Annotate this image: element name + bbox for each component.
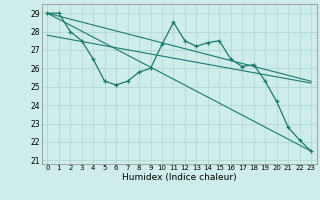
X-axis label: Humidex (Indice chaleur): Humidex (Indice chaleur) bbox=[122, 173, 236, 182]
